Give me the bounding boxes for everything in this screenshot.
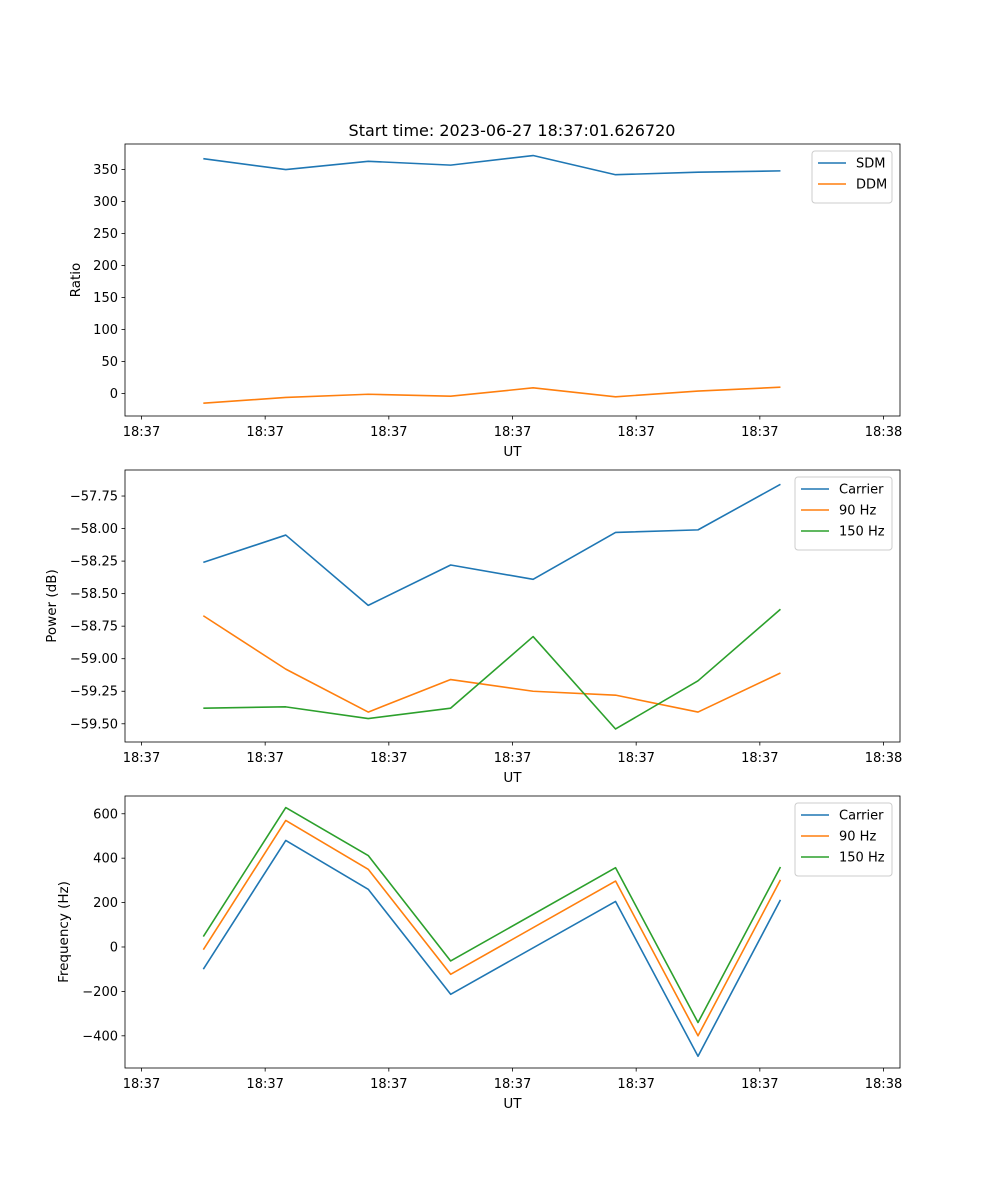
y-tick-label: 300 xyxy=(93,195,118,210)
x-tick-label: 18:37 xyxy=(741,1077,778,1092)
x-axis-label: UT xyxy=(503,770,522,786)
y-tick-label: 100 xyxy=(93,323,118,338)
x-tick-label: 18:37 xyxy=(123,425,160,440)
y-axis-label: Power (dB) xyxy=(44,569,60,642)
legend-label: Carrier xyxy=(839,809,884,824)
y-tick-label: −58.00 xyxy=(70,522,118,537)
y-tick-label: −59.50 xyxy=(70,717,118,732)
chart-title: Start time: 2023-06-27 18:37:01.626720 xyxy=(349,121,676,140)
legend-label: 90 Hz xyxy=(839,504,876,519)
legend-label: 150 Hz xyxy=(839,525,885,540)
y-tick-label: −57.75 xyxy=(70,490,118,505)
panel-1: 0 50 100 150 200 250 300 350 18:37 18:37 18:37 18:3… xyxy=(68,143,902,460)
series-line-ddm xyxy=(203,386,781,404)
x-tick-label: 18:38 xyxy=(865,1077,902,1092)
y-tick-label: 350 xyxy=(93,163,118,178)
x-tick-label: 18:37 xyxy=(246,425,283,440)
legend: SDM DDM xyxy=(811,150,893,204)
legend-frame xyxy=(811,150,893,204)
series-line-sdm xyxy=(203,154,781,176)
y-tick-label: −59.25 xyxy=(70,685,118,700)
y-tick-label: 200 xyxy=(93,259,118,274)
legend: Carrier 90 Hz 150 Hz xyxy=(794,476,893,551)
x-tick-label: 18:37 xyxy=(617,1077,654,1092)
x-tick-label: 18:37 xyxy=(617,425,654,440)
y-tick-label: −58.75 xyxy=(70,620,118,635)
y-tick-label: −200 xyxy=(82,985,118,1000)
x-tick-label: 18:37 xyxy=(246,1077,283,1092)
legend-label: Carrier xyxy=(839,483,884,498)
x-tick-label: 18:37 xyxy=(741,425,778,440)
x-tick-label: 18:37 xyxy=(617,751,654,766)
x-tick-label: 18:37 xyxy=(494,1077,531,1092)
legend-label: 150 Hz xyxy=(839,851,885,866)
x-tick-label: 18:37 xyxy=(123,1077,160,1092)
x-tick-label: 18:37 xyxy=(370,1077,407,1092)
y-tick-label: 50 xyxy=(101,355,118,370)
y-tick-label: 600 xyxy=(93,807,118,822)
y-tick-label: 250 xyxy=(93,227,118,242)
panels: 0 50 100 150 200 250 300 350 18:37 18:37 18:37 18:3… xyxy=(44,143,902,1112)
legend-label: 90 Hz xyxy=(839,830,876,845)
panel-2: −59.50 −59.25 −59.00 −58.75 −58.50 −58.25 −58.… xyxy=(44,469,902,786)
x-tick-label: 18:38 xyxy=(865,751,902,766)
y-tick-label: 0 xyxy=(110,940,118,955)
legend: Carrier 90 Hz 150 Hz xyxy=(794,802,893,877)
plot-frame xyxy=(124,795,901,1069)
plot-frame xyxy=(124,469,901,743)
y-tick-label: −59.00 xyxy=(70,652,118,667)
series-line-carrier xyxy=(202,839,782,1058)
x-tick-label: 18:37 xyxy=(741,751,778,766)
legend-label: SDM xyxy=(856,157,885,172)
y-tick-label: −58.25 xyxy=(70,555,118,570)
series-line-90-hz xyxy=(202,819,782,1037)
series-line-carrier xyxy=(203,483,781,607)
series-line-90-hz xyxy=(202,615,781,713)
y-axis-label: Frequency (Hz) xyxy=(56,881,72,983)
y-tick-label: 150 xyxy=(93,291,118,306)
x-tick-label: 18:37 xyxy=(370,751,407,766)
y-tick-label: 200 xyxy=(93,896,118,911)
y-tick-label: −400 xyxy=(82,1029,118,1044)
y-tick-label: 0 xyxy=(110,387,118,402)
series-line-150-hz xyxy=(202,806,782,1024)
x-axis-label: UT xyxy=(503,1096,522,1112)
x-axis-label: UT xyxy=(503,444,522,460)
x-tick-label: 18:38 xyxy=(865,425,902,440)
x-tick-label: 18:37 xyxy=(494,425,531,440)
x-tick-label: 18:37 xyxy=(246,751,283,766)
legend-label: DDM xyxy=(856,178,887,193)
y-tick-label: −58.50 xyxy=(70,587,118,602)
y-axis-label: Ratio xyxy=(68,263,84,298)
y-tick-label: 400 xyxy=(93,852,118,867)
x-tick-label: 18:37 xyxy=(370,425,407,440)
series-line-150-hz xyxy=(203,608,781,730)
x-tick-label: 18:37 xyxy=(494,751,531,766)
plot-frame xyxy=(124,143,901,417)
panel-3: −400 −200 0 200 400 600 18:37 18:37 18:37 18:37 18… xyxy=(56,795,902,1112)
x-tick-label: 18:37 xyxy=(123,751,160,766)
